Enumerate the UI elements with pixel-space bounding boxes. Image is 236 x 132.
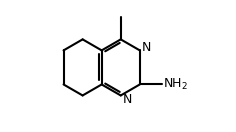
- Text: N: N: [142, 41, 151, 54]
- Text: N: N: [122, 93, 132, 105]
- Text: NH$_2$: NH$_2$: [163, 77, 187, 92]
